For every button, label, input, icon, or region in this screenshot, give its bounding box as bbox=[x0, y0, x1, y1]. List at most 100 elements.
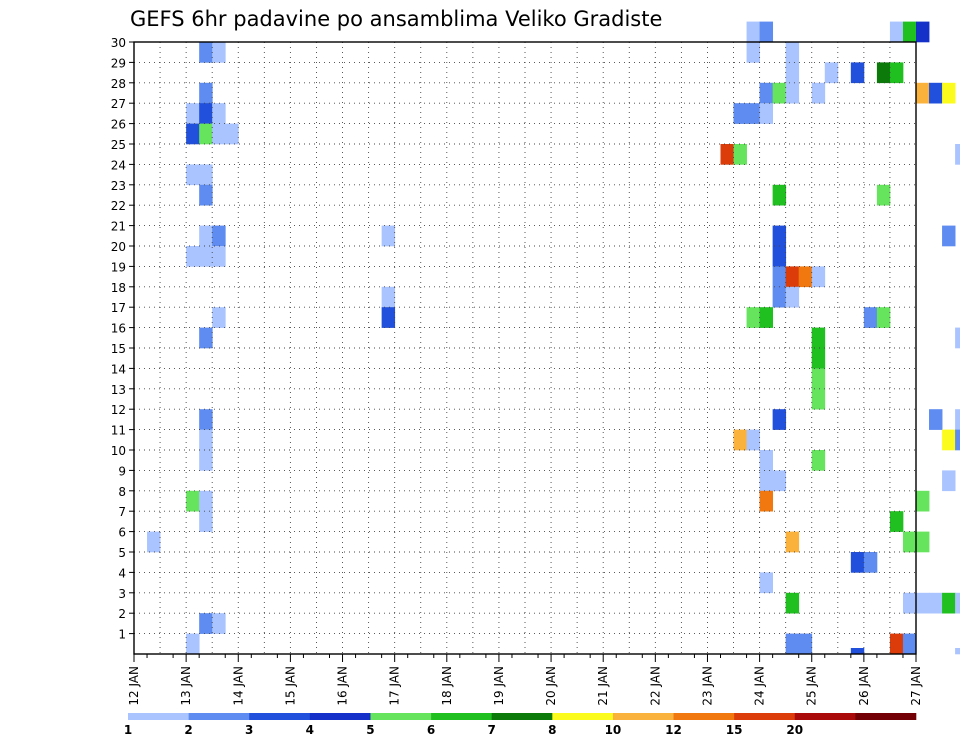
heatmap-cell bbox=[850, 648, 865, 655]
heatmap-cell bbox=[916, 531, 930, 553]
heatmap-cell bbox=[929, 82, 943, 104]
y-tick-label: 27 bbox=[111, 97, 126, 111]
heatmap-cell bbox=[199, 42, 213, 63]
heatmap-cell bbox=[785, 286, 800, 308]
heatmap-cell bbox=[186, 246, 200, 267]
x-tick-label: 21 JAN bbox=[596, 666, 610, 706]
colorbar-label: 2 bbox=[184, 723, 192, 737]
heatmap-cell bbox=[733, 429, 747, 451]
heatmap-cell bbox=[772, 470, 787, 492]
heatmap-cell bbox=[811, 327, 826, 349]
heatmap-cell bbox=[199, 450, 213, 471]
colorbar-label: 12 bbox=[665, 723, 682, 737]
heatmap-cell bbox=[759, 307, 774, 328]
heatmap-cell bbox=[199, 123, 213, 145]
x-tick-label: 20 JAN bbox=[544, 666, 558, 706]
heatmap-cell bbox=[746, 307, 760, 328]
x-tick-label: 13 JAN bbox=[179, 666, 193, 706]
heatmap-cell bbox=[902, 21, 917, 43]
colorbar-label: 15 bbox=[726, 723, 743, 737]
chart-title: GEFS 6hr padavine po ansamblima Veliko G… bbox=[130, 7, 662, 31]
heatmap-cell bbox=[199, 82, 213, 104]
heatmap-cell bbox=[876, 62, 891, 84]
y-tick-label: 19 bbox=[111, 260, 126, 274]
heatmap-cell bbox=[199, 613, 213, 634]
y-tick-label: 29 bbox=[111, 56, 126, 70]
heatmap-cell bbox=[199, 164, 213, 186]
y-tick-label: 6 bbox=[118, 526, 126, 540]
colorbar-swatch bbox=[673, 713, 735, 720]
heatmap-cell bbox=[772, 225, 787, 247]
heatmap-cell bbox=[811, 266, 826, 288]
heatmap-cell bbox=[759, 21, 774, 43]
colorbar-swatch bbox=[249, 713, 311, 720]
heatmap-cell bbox=[720, 144, 734, 165]
colorbar-legend: 1 2 3 4 5 6 7 8 10 12 15 20 bbox=[124, 713, 917, 737]
y-tick-label: 22 bbox=[111, 199, 126, 213]
heatmap-cell bbox=[889, 633, 904, 655]
heatmap-cell bbox=[850, 62, 865, 84]
heatmap-cell bbox=[199, 409, 213, 430]
heatmap-cell bbox=[772, 409, 787, 430]
heatmap-cell bbox=[199, 103, 213, 124]
y-tick-label: 24 bbox=[111, 158, 126, 172]
colorbar-swatch bbox=[431, 713, 492, 720]
heatmap-cell bbox=[916, 490, 930, 512]
heatmap-cell bbox=[785, 62, 800, 84]
x-tick-label: 15 JAN bbox=[283, 666, 297, 706]
heatmap-cell bbox=[955, 592, 960, 614]
y-tick-label: 28 bbox=[111, 77, 126, 91]
colorbar-swatch bbox=[188, 713, 250, 720]
x-tick-label: 22 JAN bbox=[648, 666, 662, 706]
heatmap-cell bbox=[186, 633, 200, 655]
heatmap-cell bbox=[199, 511, 213, 532]
heatmap-cell bbox=[381, 286, 396, 308]
colorbar-swatch bbox=[612, 713, 674, 720]
heatmap-cell bbox=[759, 470, 774, 492]
heatmap-cell bbox=[889, 21, 904, 43]
heatmap-cell bbox=[212, 225, 226, 247]
y-tick-label: 2 bbox=[118, 607, 126, 621]
y-tick-label: 10 bbox=[111, 444, 126, 458]
x-tick-label: 19 JAN bbox=[492, 666, 506, 706]
heatmap-cell bbox=[863, 307, 878, 328]
heatmap-cell bbox=[811, 388, 826, 410]
y-tick-label: 16 bbox=[111, 322, 126, 336]
colorbar-swatch bbox=[855, 713, 917, 720]
heatmap-cell bbox=[785, 82, 800, 104]
heatmap-cell bbox=[863, 552, 878, 573]
heatmap-cell bbox=[942, 470, 956, 492]
y-tick-label: 23 bbox=[111, 179, 126, 193]
y-tick-label: 20 bbox=[111, 240, 126, 254]
x-tick-label: 16 JAN bbox=[336, 666, 350, 706]
heatmap-cell bbox=[212, 613, 226, 634]
heatmap-cell bbox=[902, 531, 917, 553]
grid-lines bbox=[134, 41, 916, 654]
colorbar-swatch bbox=[128, 713, 189, 720]
colorbar-swatch bbox=[794, 713, 856, 720]
heatmap-cell bbox=[811, 450, 826, 471]
heatmap-cell bbox=[824, 62, 839, 84]
heatmap-cell bbox=[785, 633, 800, 655]
heatmap-cell bbox=[772, 82, 787, 104]
heatmap-cell bbox=[212, 307, 226, 328]
colorbar-label: 6 bbox=[427, 723, 435, 737]
heatmap-cell bbox=[811, 348, 826, 369]
x-tick-label: 27 JAN bbox=[909, 666, 923, 706]
heatmap-cell bbox=[850, 552, 865, 573]
heatmap-cell bbox=[785, 592, 800, 614]
colorbar-label: 7 bbox=[488, 723, 496, 737]
heatmap-cell bbox=[759, 82, 774, 104]
y-tick-label: 5 bbox=[118, 546, 126, 560]
y-tick-label: 8 bbox=[118, 485, 126, 499]
x-tick-label: 24 JAN bbox=[753, 666, 767, 706]
heatmap-cell bbox=[798, 266, 813, 288]
y-tick-label: 14 bbox=[111, 362, 126, 376]
y-tick-label: 3 bbox=[118, 587, 126, 601]
x-tick-label: 14 JAN bbox=[231, 666, 245, 706]
y-axis-ticks: 1234567891011121314151617181920212223242… bbox=[111, 36, 134, 642]
x-tick-label: 18 JAN bbox=[440, 666, 454, 706]
y-tick-label: 30 bbox=[111, 36, 126, 50]
heatmap-cell bbox=[785, 42, 800, 63]
